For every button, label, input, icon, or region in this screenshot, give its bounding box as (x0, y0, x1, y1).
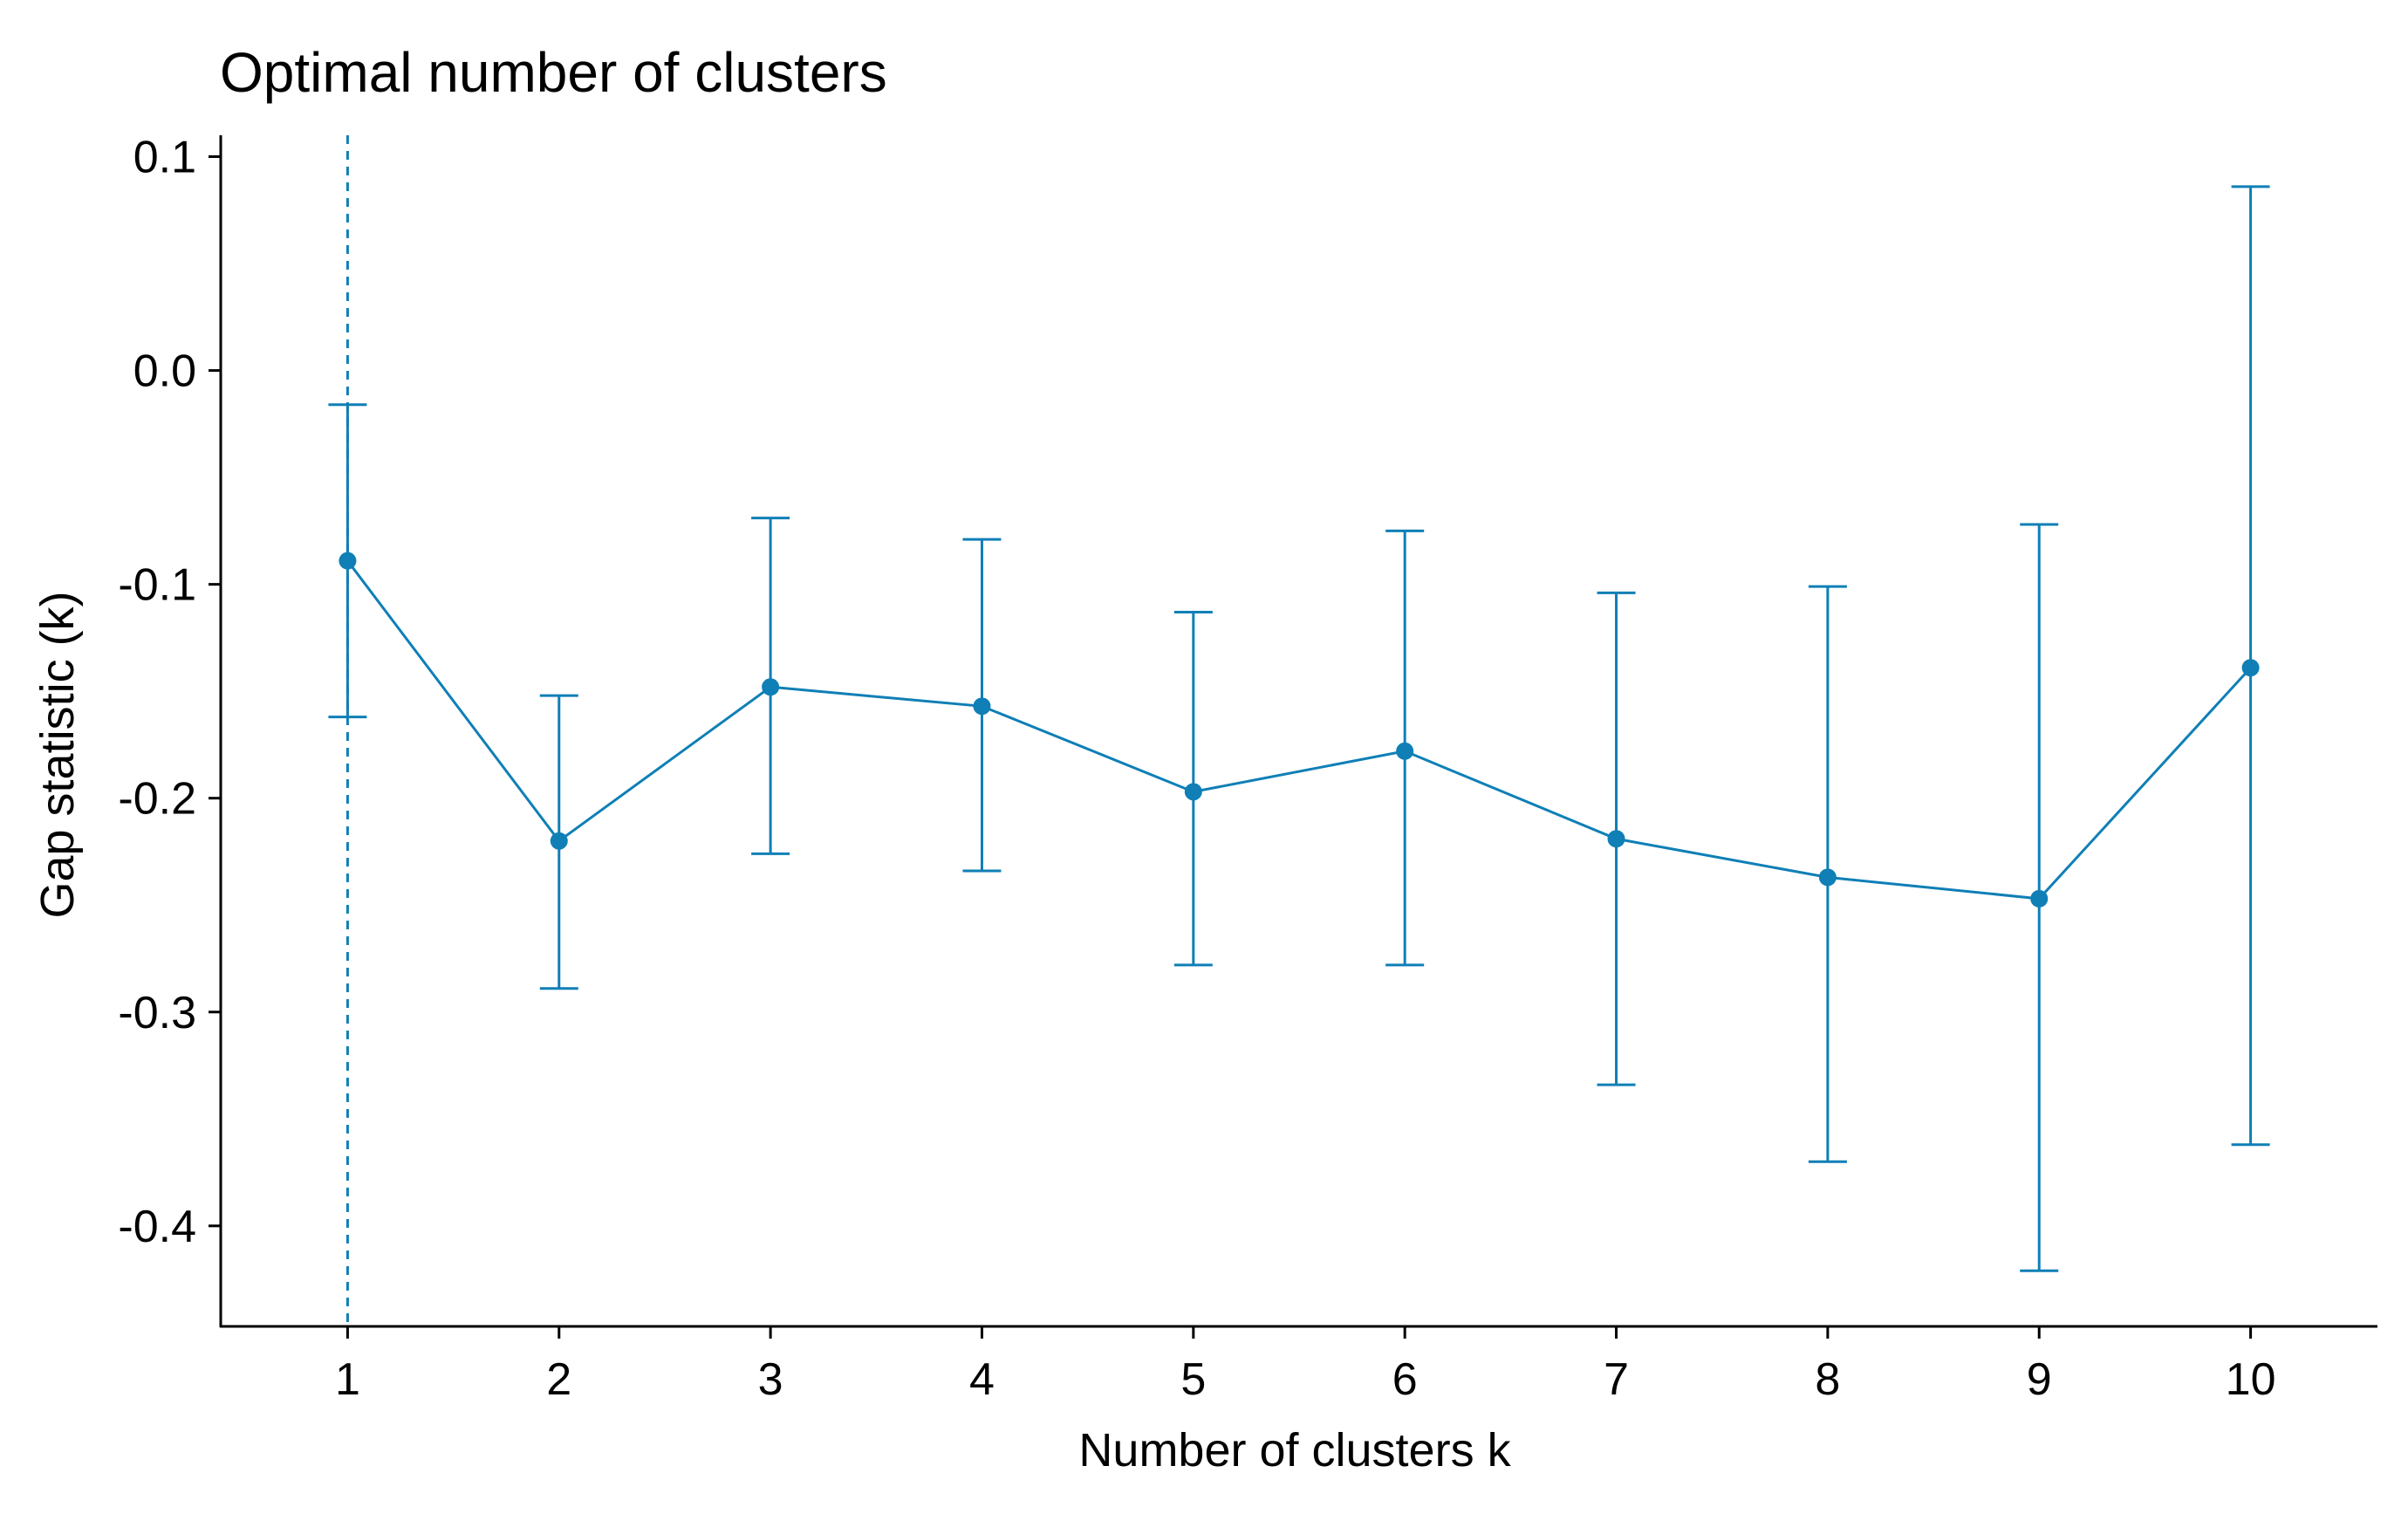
y-tick-label: -0.2 (118, 774, 196, 825)
data-point (1818, 868, 1837, 887)
y-tick-label: -0.4 (118, 1202, 196, 1252)
x-tick-label: 6 (1392, 1354, 1418, 1405)
x-tick-label: 4 (969, 1354, 995, 1405)
data-point (2241, 659, 2260, 677)
y-tick-label: 0.0 (133, 346, 196, 397)
data-point (339, 551, 357, 570)
x-tick-label: 1 (335, 1354, 360, 1405)
y-tick-label: -0.3 (118, 988, 196, 1038)
series-line (346, 559, 2252, 901)
plot-area: 0.1 0.0 -0.1 -0.2 -0.3 -0.4 1 2 3 4 5 6 7 8 9 10 (118, 133, 2377, 1405)
y-axis-title: Gap statistic (k) (31, 591, 84, 918)
chart-title: Optimal number of clusters (220, 41, 887, 104)
x-tick-label: 8 (1815, 1354, 1840, 1405)
data-point (1184, 783, 1202, 801)
data-point (973, 697, 991, 716)
x-tick-label: 5 (1180, 1354, 1206, 1405)
x-tick-label: 7 (1604, 1354, 1629, 1405)
data-point (1396, 742, 1414, 760)
x-axis-title: Number of clusters k (1078, 1424, 1511, 1476)
x-tick-label: 3 (758, 1354, 783, 1405)
x-tick-label: 9 (2027, 1354, 2052, 1405)
data-point (2030, 889, 2049, 908)
data-point (550, 832, 568, 850)
y-tick-label: -0.1 (118, 560, 196, 611)
data-point (762, 678, 780, 696)
x-tick-label: 2 (546, 1354, 571, 1405)
data-point (1607, 830, 1625, 848)
y-tick-label: 0.1 (133, 133, 196, 183)
x-tick-label: 10 (2226, 1354, 2276, 1405)
